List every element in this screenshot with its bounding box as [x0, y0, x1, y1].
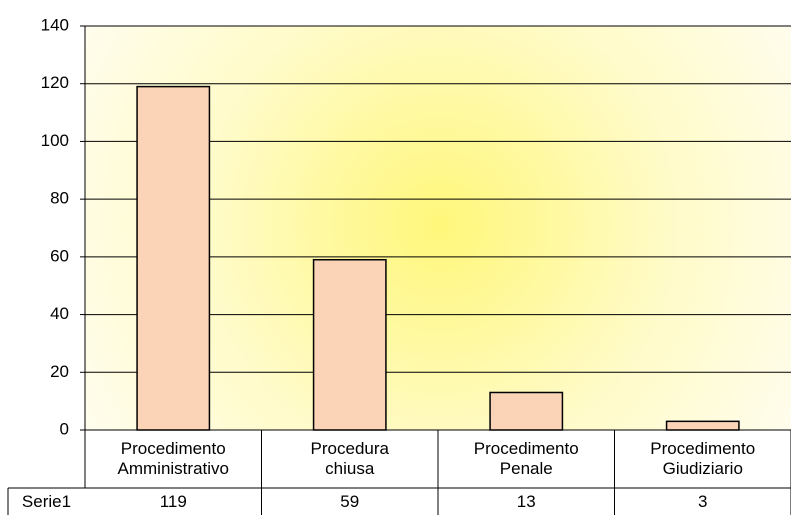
data-table-value-text: 119	[159, 491, 187, 511]
y-tick-label: 20	[50, 362, 69, 381]
y-tick-label: 40	[50, 304, 69, 323]
y-tick-label: 120	[41, 73, 69, 92]
data-table-value: 119	[85, 488, 262, 515]
x-tick-label: Procedimento Giudiziario	[615, 430, 791, 488]
data-table-value: 13	[438, 488, 615, 515]
data-table-value: 59	[262, 488, 439, 515]
bar	[312, 258, 387, 431]
y-tick-label: 0	[60, 419, 69, 438]
y-tick-label: 80	[50, 189, 69, 208]
bar	[136, 85, 211, 431]
data-table-value-text: 59	[340, 491, 360, 511]
y-tick-label: 100	[41, 131, 69, 150]
data-table-value-text: 3	[698, 491, 708, 511]
x-tick-label: Procedura chiusa	[262, 430, 439, 488]
x-tick-label: Procedimento Amministrativo	[85, 430, 262, 488]
x-tick-label-text: Procedimento Penale	[473, 439, 579, 478]
legend-label-text: Serie1	[21, 491, 72, 511]
bar	[489, 391, 564, 431]
data-table-value-text: 13	[516, 491, 536, 511]
legend-label: Serie1	[8, 488, 85, 515]
y-tick-label: 60	[50, 246, 69, 265]
x-tick-label-text: Procedura chiusa	[310, 439, 389, 478]
x-tick-label-text: Procedimento Amministrativo	[117, 439, 229, 478]
x-tick-label-text: Procedimento Giudiziario	[650, 439, 756, 478]
bar	[665, 420, 740, 431]
x-tick-label: Procedimento Penale	[438, 430, 615, 488]
y-tick-label: 140	[41, 15, 69, 34]
data-table-value: 3	[615, 488, 791, 515]
